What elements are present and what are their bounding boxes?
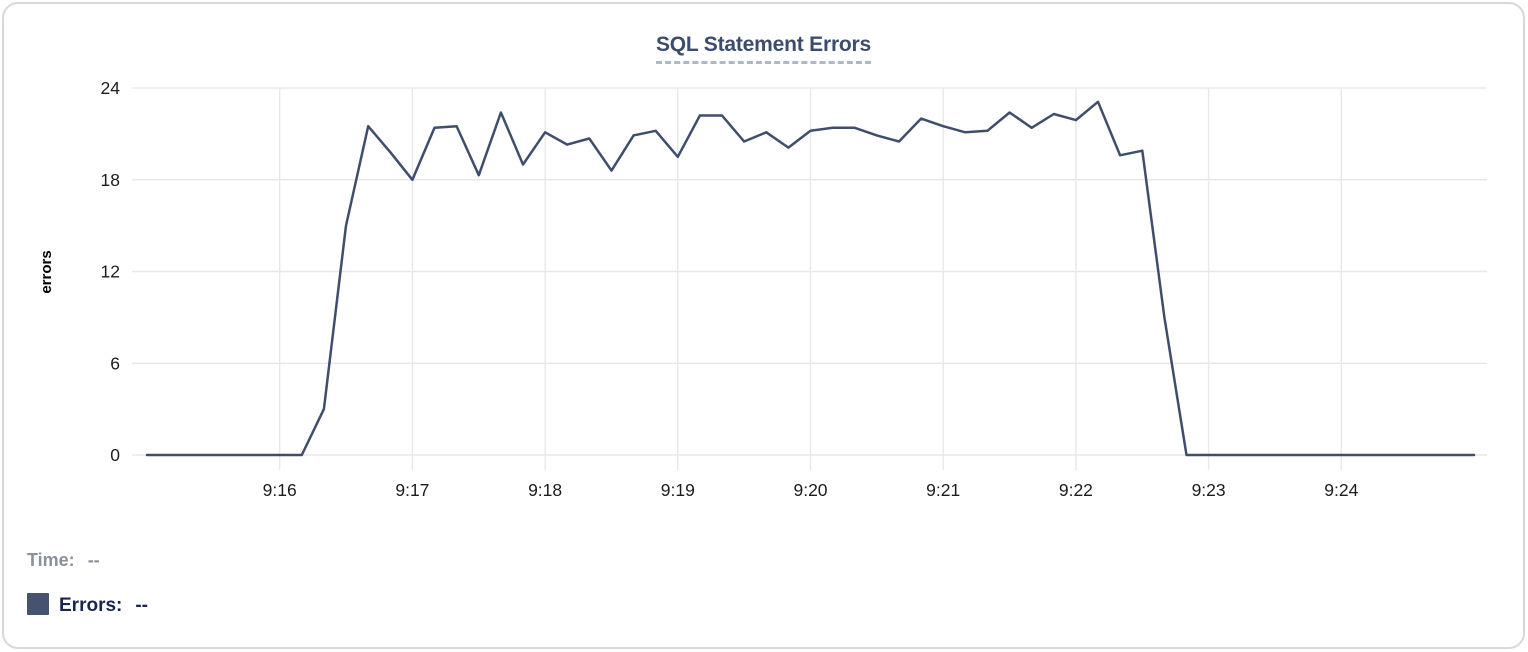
y-axis-title: errors xyxy=(38,250,55,293)
y-tick-label: 6 xyxy=(110,353,120,373)
x-tick-label: 9:19 xyxy=(661,480,695,500)
legend-time-label: Time: xyxy=(27,550,75,570)
legend-time-value: -- xyxy=(87,550,100,570)
legend-time-row: Time: -- xyxy=(27,550,100,571)
y-tick-label: 12 xyxy=(101,262,120,282)
y-tick-label: 18 xyxy=(101,170,120,190)
y-tick-label: 0 xyxy=(110,445,120,465)
chart-title[interactable]: SQL Statement Errors xyxy=(655,33,871,64)
errors-series-line xyxy=(145,100,1476,457)
x-tick-label: 9:20 xyxy=(793,480,827,500)
y-tick-label: 24 xyxy=(101,78,121,98)
sql-statement-errors-line-chart[interactable]: 0 6 12 18 24 9:16 9:17 9:18 9:19 9:20 9:21 9:22 9:23… xyxy=(4,4,1528,509)
x-tick-label: 9:23 xyxy=(1192,480,1226,500)
legend-errors-row[interactable]: Errors: -- xyxy=(27,593,148,617)
x-tick-label: 9:22 xyxy=(1059,480,1093,500)
legend-errors-value: -- xyxy=(135,595,149,616)
x-tick-label: 9:16 xyxy=(263,480,297,500)
x-tick-label: 9:18 xyxy=(528,480,562,500)
errors-series-swatch xyxy=(27,593,49,615)
x-tick-label: 9:17 xyxy=(395,480,429,500)
legend-errors-label: Errors: xyxy=(59,595,123,616)
x-tick-label: 9:24 xyxy=(1324,480,1358,500)
x-tick-label: 9:21 xyxy=(926,480,960,500)
chart-header: SQL Statement Errors xyxy=(4,33,1523,64)
